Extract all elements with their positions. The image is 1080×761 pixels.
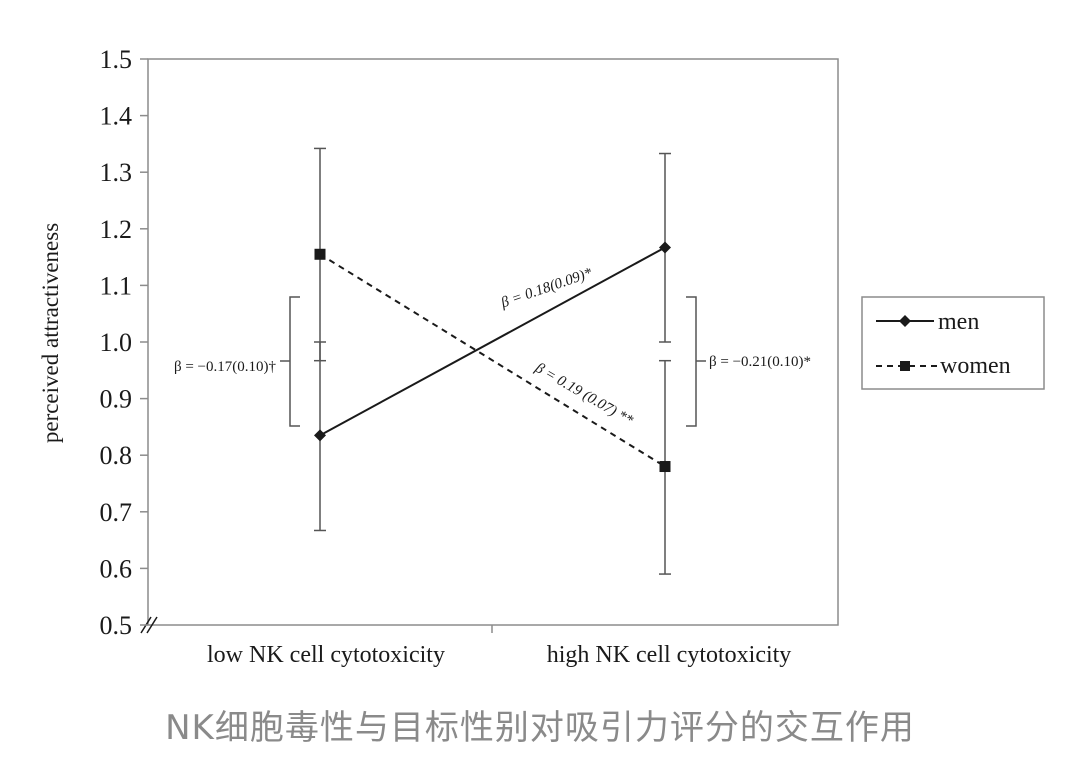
low-diff-annotation: β = −0.17(0.10)† bbox=[174, 359, 277, 375]
men-series-line bbox=[319, 246, 666, 437]
y-tick-label: 0.6 bbox=[100, 554, 133, 583]
legend-men-diamond-icon bbox=[899, 315, 911, 327]
y-tick-label: 0.7 bbox=[100, 498, 133, 527]
legend-men-label: men bbox=[938, 309, 979, 335]
y-tick-label: 0.9 bbox=[100, 385, 133, 414]
y-axis-label: perceived attractiveness bbox=[38, 223, 63, 443]
men-point bbox=[314, 429, 326, 442]
y-tick-label: 1.3 bbox=[100, 158, 133, 187]
legend-women-label: women bbox=[940, 353, 1011, 379]
x-category-label: low NK cell cytotoxicity bbox=[207, 642, 445, 668]
y-axis-ticks: 0.5 0.6 0.7 0.8 0.9 1.0 1.1 1.2 1.3 1.4 1.5 bbox=[100, 45, 148, 640]
x-axis-labels: low NK cell cytotoxicity high NK cell cyt… bbox=[207, 642, 791, 668]
legend: men women bbox=[861, 296, 1045, 390]
x-category-label: high NK cell cytotoxicity bbox=[547, 642, 792, 668]
y-tick-label: 1.0 bbox=[100, 328, 133, 357]
low-diff-bracket bbox=[280, 296, 300, 427]
high-diff-bracket bbox=[686, 296, 706, 427]
men-point bbox=[659, 241, 671, 254]
series-lines bbox=[319, 246, 666, 468]
y-tick-label: 1.5 bbox=[100, 45, 133, 74]
women-series-line bbox=[319, 253, 666, 468]
women-point bbox=[314, 248, 326, 260]
y-tick-label: 1.4 bbox=[100, 102, 133, 131]
legend-box bbox=[861, 296, 1045, 390]
y-tick-label: 1.2 bbox=[100, 215, 133, 244]
interaction-chart: 0.5 0.6 0.7 0.8 0.9 1.0 1.1 1.2 1.3 1.4 1.5 low NK… bbox=[38, 45, 1045, 668]
series-markers bbox=[314, 241, 671, 473]
y-tick-label: 0.5 bbox=[100, 611, 133, 640]
women-point bbox=[659, 461, 671, 473]
high-diff-annotation: β = −0.21(0.10)* bbox=[709, 354, 811, 370]
men-slope-annotation: β = 0.18(0.09)* bbox=[498, 265, 595, 312]
y-tick-label: 1.1 bbox=[100, 271, 133, 300]
y-tick-label: 0.8 bbox=[100, 441, 133, 470]
legend-women-square-icon bbox=[900, 361, 910, 371]
figure-caption: NK细胞毒性与目标性别对吸引力评分的交互作用 bbox=[165, 708, 915, 748]
